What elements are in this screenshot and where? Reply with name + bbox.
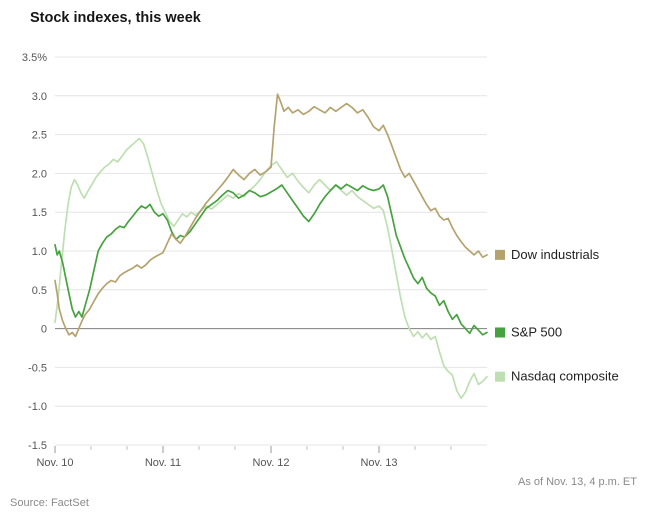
legend-label-dow-industrials: Dow industrials bbox=[511, 247, 600, 262]
y-tick-label: -1.5 bbox=[28, 440, 47, 452]
y-tick-label: 0.5 bbox=[32, 285, 47, 297]
y-tick-label: 3.0 bbox=[32, 91, 47, 103]
legend-label-nasdaq-composite: Nasdaq composite bbox=[511, 369, 619, 384]
source-note: Source: FactSet bbox=[10, 497, 89, 509]
y-tick-label: 1.5 bbox=[32, 207, 47, 219]
x-tick-label: Nov. 10 bbox=[36, 457, 73, 469]
y-tick-label: 2.0 bbox=[32, 168, 47, 180]
y-tick-label: -1.0 bbox=[28, 401, 47, 413]
legend-swatch-nasdaq-composite bbox=[495, 371, 505, 382]
y-tick-label: -0.5 bbox=[28, 362, 47, 374]
as-of-note: As of Nov. 13, 4 p.m. ET bbox=[517, 476, 637, 488]
legend-swatch-s-p-500 bbox=[495, 327, 505, 338]
y-tick-label: 0 bbox=[41, 324, 47, 336]
chart-title: Stock indexes, this week bbox=[30, 10, 201, 26]
x-tick-label: Nov. 12 bbox=[252, 457, 289, 469]
legend-label-s-p-500: S&P 500 bbox=[511, 324, 562, 339]
legend-swatch-dow-industrials bbox=[495, 249, 505, 260]
y-tick-label: 2.5 bbox=[32, 130, 47, 142]
series-line-s-p-500 bbox=[54, 183, 488, 336]
y-tick-label: 1.0 bbox=[32, 246, 47, 258]
x-tick-label: Nov. 11 bbox=[145, 457, 181, 469]
series-line-nasdaq-composite bbox=[54, 137, 488, 400]
series-line-dow-industrials bbox=[54, 93, 488, 338]
y-tick-label: 3.5% bbox=[22, 52, 47, 64]
x-tick-label: Nov. 13 bbox=[360, 457, 397, 469]
